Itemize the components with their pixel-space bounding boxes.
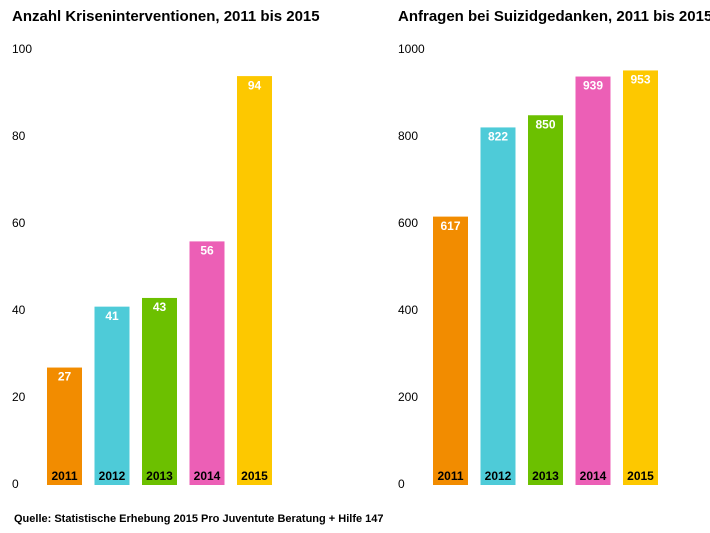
bar	[142, 297, 177, 485]
x-tick-label: 2011	[51, 469, 77, 483]
value-label: 56	[200, 244, 214, 258]
bar	[575, 76, 611, 485]
value-label: 953	[630, 73, 650, 87]
y-tick-label: 80	[12, 129, 26, 143]
x-tick-label: 2013	[532, 469, 559, 483]
bar	[47, 367, 82, 485]
y-tick-label: 0	[12, 477, 19, 491]
bar	[623, 70, 658, 485]
bar	[237, 76, 272, 485]
x-tick-label: 2013	[146, 469, 173, 483]
value-label: 850	[535, 117, 555, 131]
value-label: 43	[153, 300, 167, 314]
source-note: Quelle: Statistische Erhebung 2015 Pro J…	[14, 513, 384, 525]
y-tick-label: 600	[398, 216, 418, 230]
x-tick-label: 2011	[437, 469, 463, 483]
bar	[433, 216, 468, 486]
value-label: 939	[583, 79, 603, 93]
y-tick-label: 100	[12, 42, 32, 56]
y-tick-label: 40	[12, 303, 26, 317]
bar	[528, 115, 563, 485]
x-tick-label: 2012	[485, 469, 512, 483]
value-label: 27	[58, 370, 72, 384]
x-tick-label: 2015	[241, 469, 268, 483]
y-tick-label: 20	[12, 390, 26, 404]
x-tick-label: 2014	[580, 469, 607, 483]
value-label: 41	[105, 309, 119, 323]
y-tick-label: 0	[398, 477, 405, 491]
value-label: 94	[248, 78, 262, 92]
x-tick-label: 2012	[99, 469, 126, 483]
x-tick-label: 2015	[627, 469, 654, 483]
y-tick-label: 400	[398, 303, 418, 317]
chart-title: Anfragen bei Suizidgedanken, 2011 bis 20…	[398, 8, 710, 25]
value-label: 617	[440, 219, 460, 233]
bar	[94, 306, 130, 485]
x-tick-label: 2014	[194, 469, 221, 483]
bar	[189, 241, 225, 485]
y-tick-label: 60	[12, 216, 26, 230]
y-tick-label: 800	[398, 129, 418, 143]
chart-title: Anzahl Kriseninterventionen, 2011 bis 20…	[12, 8, 320, 25]
value-label: 822	[488, 130, 508, 144]
y-tick-label: 1000	[398, 42, 425, 56]
y-tick-label: 200	[398, 390, 418, 404]
bar	[480, 127, 516, 486]
